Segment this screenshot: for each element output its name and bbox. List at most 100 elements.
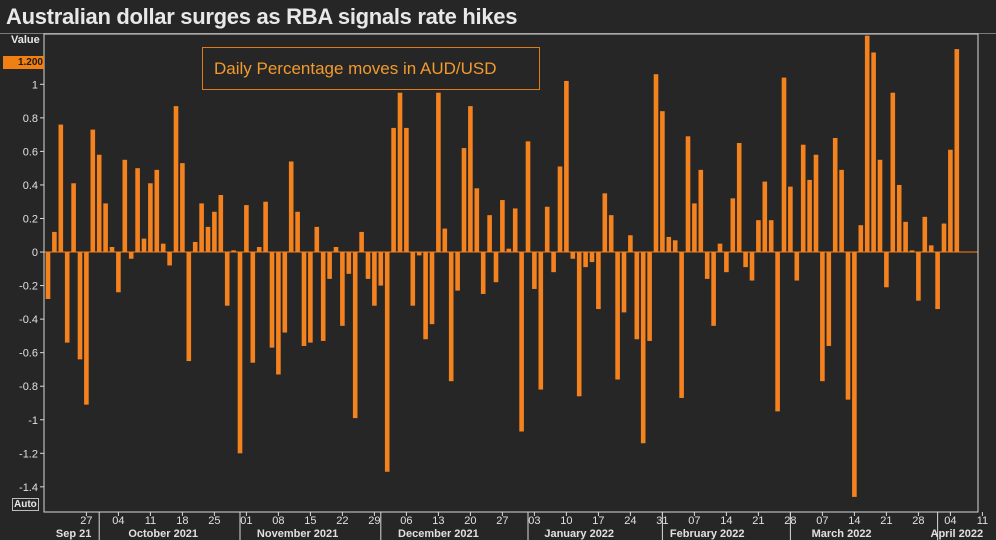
month-label: April 2022 — [931, 528, 984, 540]
y-tick-label: -0.8 — [19, 381, 38, 393]
bar — [807, 179, 812, 253]
bar — [167, 252, 172, 266]
bar — [928, 245, 934, 253]
bar — [128, 252, 134, 259]
bar — [903, 221, 908, 253]
bar — [58, 124, 64, 253]
bar — [468, 106, 473, 253]
bar — [96, 154, 102, 253]
bar — [653, 74, 659, 253]
chart-title: Australian dollar surges as RBA signals … — [6, 4, 518, 29]
bar — [839, 169, 844, 253]
x-tick-label: 21 — [752, 515, 764, 527]
bar — [442, 228, 448, 253]
bar — [570, 252, 576, 259]
chart-annotation: Daily Percentage moves in AUD/USD — [202, 47, 540, 90]
bar — [743, 252, 748, 268]
bar — [404, 127, 409, 253]
month-label: December 2021 — [398, 528, 479, 540]
x-tick-label: 22 — [336, 515, 348, 527]
bar — [192, 241, 198, 253]
x-tick-label: 21 — [880, 515, 892, 527]
bar — [378, 252, 384, 286]
y-tick-label: -0.2 — [19, 281, 38, 293]
bar — [679, 252, 684, 398]
bar — [45, 252, 51, 299]
x-tick-label: 27 — [496, 515, 508, 527]
bar — [800, 144, 806, 253]
bar — [141, 238, 147, 253]
bar — [397, 92, 403, 253]
x-tick-label: 14 — [848, 515, 860, 527]
bar — [852, 252, 857, 497]
bar — [474, 188, 480, 253]
bar — [672, 240, 678, 253]
x-tick-label: 28 — [912, 515, 924, 527]
bar — [333, 247, 339, 253]
bar — [365, 252, 371, 279]
bar — [544, 206, 550, 253]
x-tick-label: 17 — [592, 515, 604, 527]
x-tick-label: 07 — [688, 515, 700, 527]
bar — [512, 208, 518, 253]
bar — [416, 252, 422, 256]
bar — [698, 169, 704, 253]
bar — [372, 252, 377, 306]
y-tick-label: -1.2 — [19, 448, 38, 460]
bar — [660, 111, 665, 253]
y-tick-label: -1 — [28, 415, 38, 427]
x-tick-label: 20 — [464, 515, 476, 527]
x-tick-label: 15 — [304, 515, 316, 527]
bar — [608, 215, 614, 253]
bar — [935, 252, 940, 310]
bar — [845, 252, 851, 400]
y-tick-label: 0 — [32, 247, 38, 259]
bar — [154, 169, 160, 253]
bar — [615, 252, 620, 380]
bar — [781, 77, 787, 253]
bar — [775, 252, 780, 412]
bar — [941, 223, 947, 253]
bar — [858, 225, 864, 253]
x-tick-label: 24 — [624, 515, 636, 527]
bar — [909, 250, 915, 253]
bar — [346, 252, 352, 274]
bar — [948, 149, 953, 253]
bar — [500, 200, 505, 253]
x-tick-label: 25 — [208, 515, 220, 527]
bar — [864, 35, 870, 253]
bar — [256, 247, 262, 253]
bar — [871, 52, 876, 253]
bar — [551, 252, 556, 273]
x-tick-label: 03 — [528, 515, 540, 527]
bar — [762, 181, 768, 253]
bar — [135, 168, 140, 253]
x-tick-label: 04 — [944, 515, 956, 527]
x-tick-label: 07 — [816, 515, 828, 527]
y-tick-label: 0.4 — [23, 180, 38, 192]
bar — [602, 193, 608, 253]
bar — [384, 252, 390, 472]
bar — [391, 127, 396, 253]
bar — [538, 252, 544, 390]
bar — [596, 252, 601, 310]
bar — [692, 203, 697, 253]
bar — [237, 252, 243, 454]
bar — [295, 211, 300, 253]
bar — [148, 183, 153, 253]
bar — [160, 243, 166, 253]
bar — [493, 252, 499, 283]
bar — [724, 252, 729, 273]
bar — [352, 252, 358, 419]
bar — [756, 220, 761, 253]
y-tick-label: -0.4 — [19, 314, 38, 326]
bar — [423, 252, 428, 340]
auto-scale-button[interactable]: Auto — [12, 498, 39, 511]
bar — [218, 195, 224, 253]
bar — [205, 226, 211, 253]
bar — [122, 159, 128, 253]
month-label: November 2021 — [257, 528, 338, 540]
bar — [90, 129, 96, 253]
bar — [877, 159, 883, 253]
bar — [429, 252, 435, 325]
